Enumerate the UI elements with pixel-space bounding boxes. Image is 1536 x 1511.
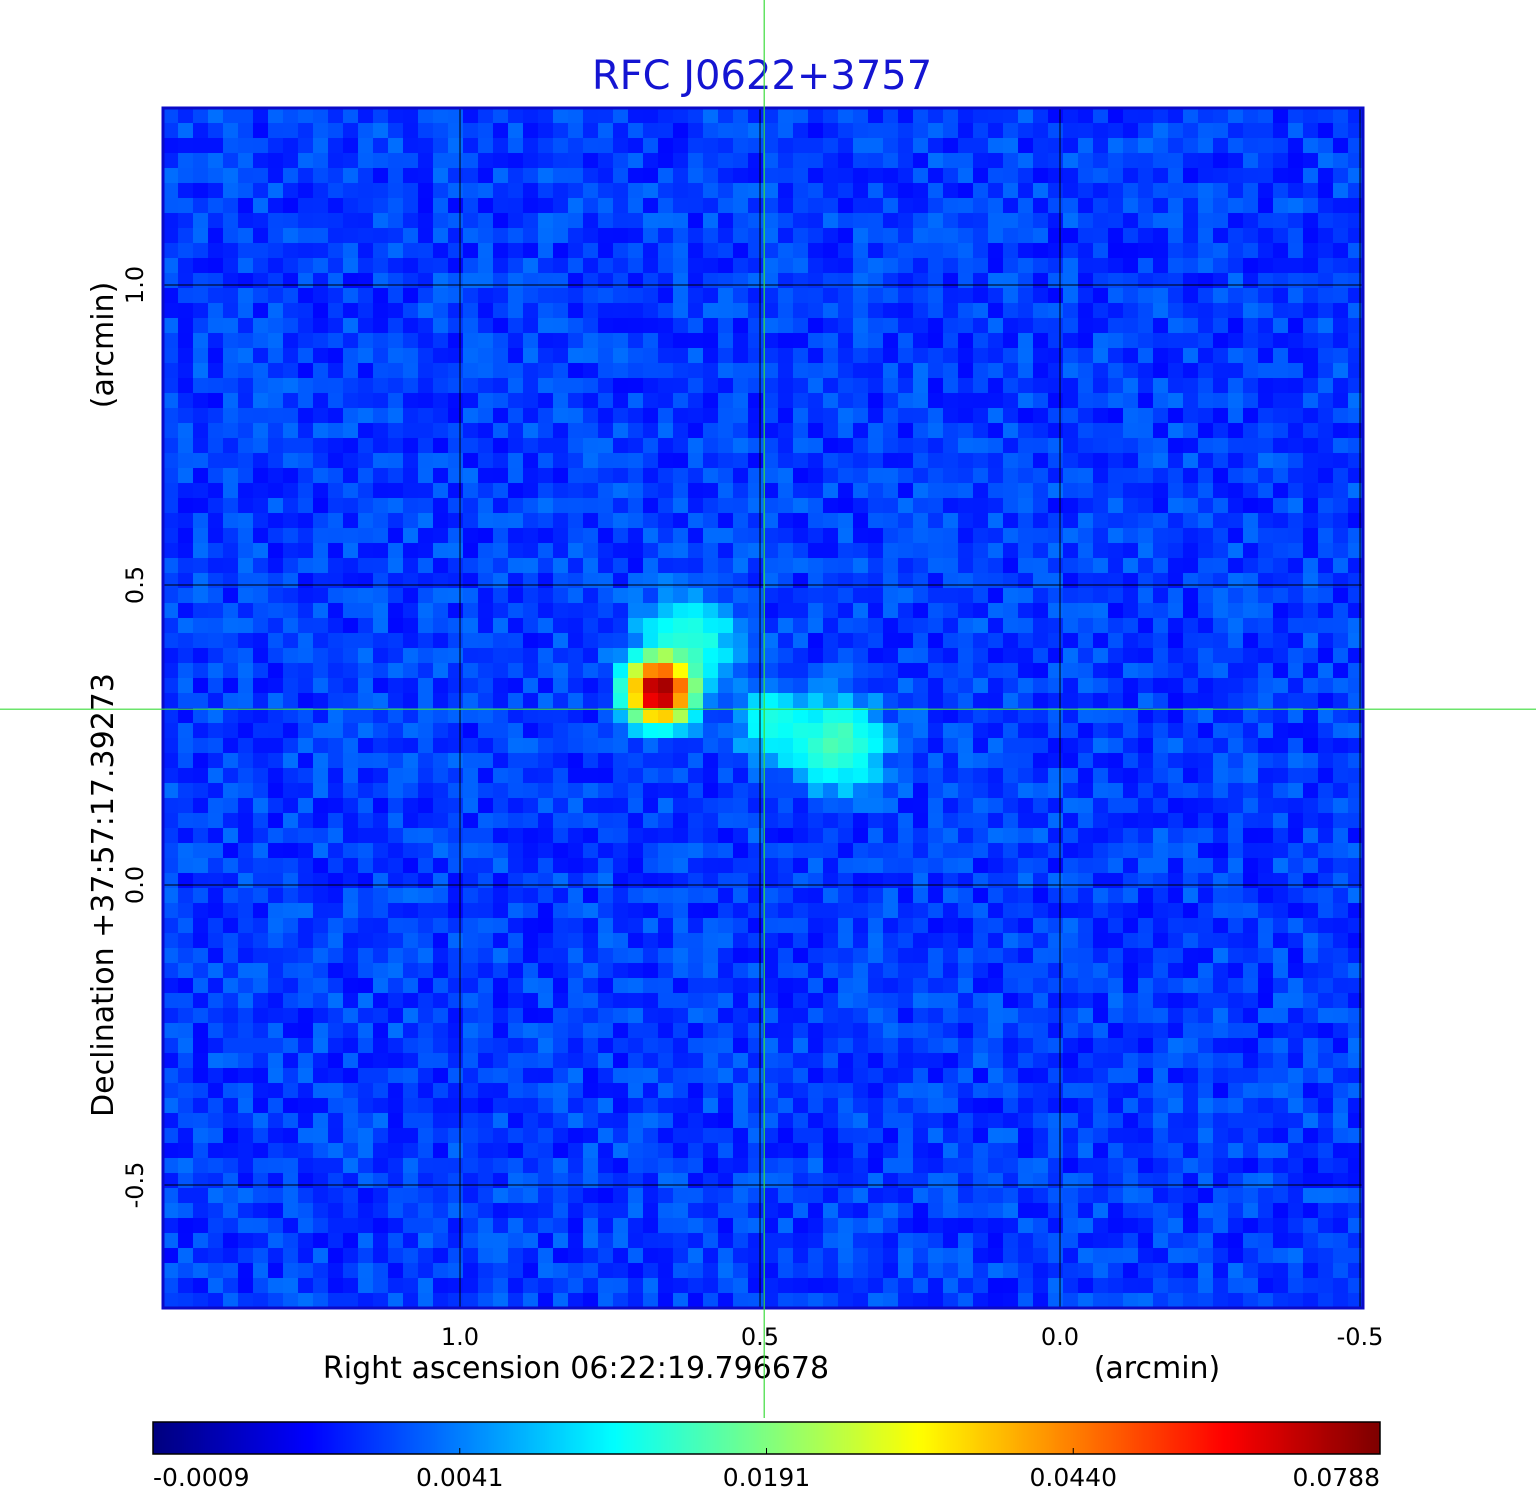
x-tick-label: 0.5: [741, 1323, 779, 1351]
y-tick-labels: 1.0 0.5 0.0 -0.5: [121, 266, 149, 1209]
crosshair: [0, 0, 1536, 1418]
grid-lines: [163, 108, 1363, 1308]
colorbar-tick-label: -0.0009: [153, 1463, 250, 1492]
x-tick-label: -0.5: [1337, 1323, 1384, 1351]
y-tick-label: 0.5: [121, 566, 149, 604]
y-tick-label: 0.0: [121, 866, 149, 904]
x-tick-label: 1.0: [441, 1323, 479, 1351]
x-tick-labels: 1.0 0.5 0.0 -0.5: [441, 1323, 1384, 1351]
colorbar-tick-label: 0.0041: [416, 1463, 503, 1492]
colorbar-tick-label: 0.0788: [1293, 1463, 1380, 1492]
y-axis-unit: (arcmin): [86, 282, 121, 409]
x-tick-label: 0.0: [1041, 1323, 1079, 1351]
plot-frame: [161, 106, 1365, 1310]
heatmap-image: [163, 108, 1363, 1308]
y-axis-label: Declination +37:57:17.39273: [86, 673, 121, 1117]
x-axis-unit: (arcmin): [1094, 1351, 1221, 1386]
x-axis-label: Right ascension 06:22:19.796678: [323, 1351, 829, 1386]
chart-title: RFC J0622+3757: [592, 53, 932, 99]
colorbar: -0.0009 0.0041 0.0191 0.0440 0.0788: [152, 1421, 1381, 1492]
colorbar-tick-label: 0.0440: [1030, 1463, 1117, 1492]
y-tick-label: -0.5: [121, 1162, 149, 1209]
colorbar-tick-label: 0.0191: [723, 1463, 810, 1492]
colorbar-tick-labels: -0.0009 0.0041 0.0191 0.0440 0.0788: [152, 1448, 1381, 1492]
y-tick-label: 1.0: [121, 266, 149, 304]
